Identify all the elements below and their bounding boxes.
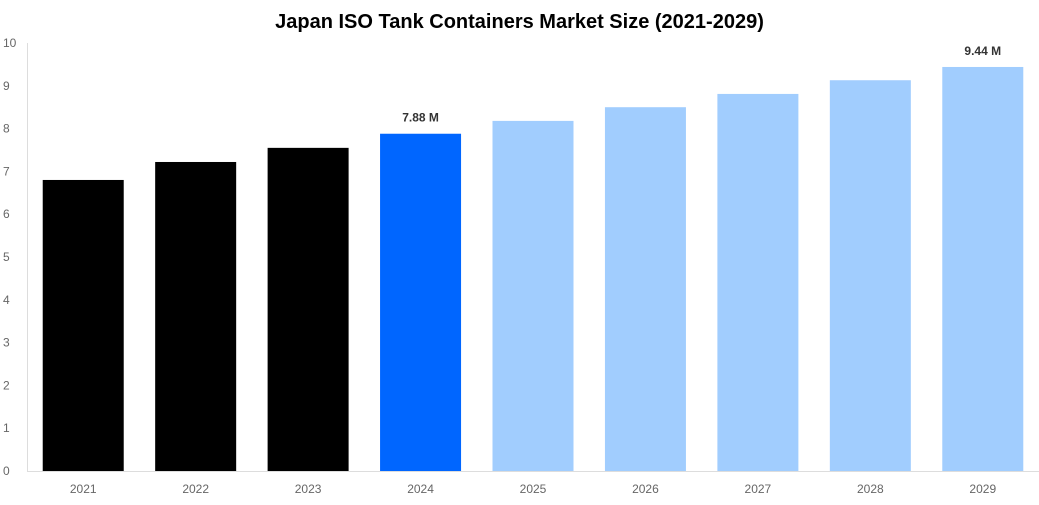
bar-2021 bbox=[42, 179, 124, 471]
x-tick-label: 2022 bbox=[182, 482, 209, 496]
data-label: 9.44 M bbox=[964, 44, 1001, 58]
y-tick-label: 10 bbox=[3, 36, 17, 50]
bar-2025 bbox=[492, 120, 574, 472]
x-tick-label: 2025 bbox=[520, 482, 547, 496]
y-tick-label: 3 bbox=[3, 336, 10, 350]
y-tick-label: 0 bbox=[3, 464, 10, 478]
bar-2024 bbox=[380, 133, 462, 471]
chart-title: Japan ISO Tank Containers Market Size (2… bbox=[275, 11, 764, 33]
y-tick-label: 6 bbox=[3, 207, 10, 221]
bar-2028 bbox=[829, 80, 911, 472]
x-tick-label: 2024 bbox=[407, 482, 434, 496]
y-tick-label: 2 bbox=[3, 378, 10, 392]
bar-2029 bbox=[942, 66, 1024, 471]
bar-2026 bbox=[604, 107, 686, 471]
x-tick-label: 2023 bbox=[295, 482, 322, 496]
y-tick-label: 7 bbox=[3, 164, 10, 178]
x-tick-label: 2028 bbox=[857, 482, 884, 496]
bar-2027 bbox=[717, 93, 799, 471]
x-tick-label: 2021 bbox=[70, 482, 97, 496]
y-tick-label: 9 bbox=[3, 79, 10, 93]
bar-2023 bbox=[267, 147, 349, 472]
y-tick-label: 8 bbox=[3, 122, 10, 136]
y-tick-label: 4 bbox=[3, 293, 10, 307]
y-tick-label: 1 bbox=[3, 421, 10, 435]
x-tick-label: 2027 bbox=[745, 482, 772, 496]
data-label: 7.88 M bbox=[402, 111, 439, 125]
x-tick-label: 2029 bbox=[969, 482, 996, 496]
bar-2022 bbox=[155, 161, 237, 471]
x-tick-label: 2026 bbox=[632, 482, 659, 496]
y-tick-label: 5 bbox=[3, 250, 10, 264]
